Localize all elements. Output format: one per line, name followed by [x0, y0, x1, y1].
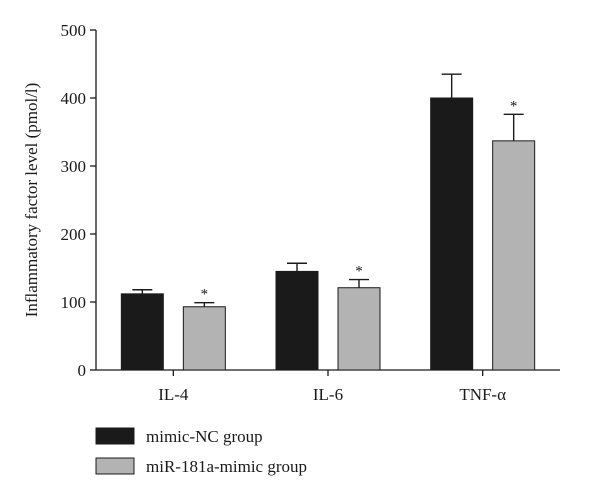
x-tick-label: TNF-α [459, 385, 506, 404]
legend-label: miR-181a-mimic group [146, 457, 307, 476]
legend-label: mimic-NC group [146, 427, 263, 446]
legend: mimic-NC group miR-181a-mimic group [95, 427, 307, 476]
significance-marker: * [510, 98, 518, 114]
x-axis: IL-4 IL-6 TNF-α [96, 369, 560, 404]
x-tick-label: IL-4 [158, 385, 189, 404]
bar [492, 140, 536, 371]
bar [120, 293, 164, 371]
bars: * * * [120, 73, 536, 371]
y-tick-label: 500 [61, 21, 87, 40]
legend-swatch [95, 457, 135, 475]
y-tick-label: 0 [78, 361, 87, 380]
bar [182, 306, 226, 371]
bar [275, 270, 319, 371]
legend-swatch [95, 427, 135, 445]
y-tick-label: 200 [61, 225, 87, 244]
y-axis-title: Inflammatory factor level (pmol/l) [22, 83, 41, 318]
bar [337, 287, 381, 371]
y-tick-label: 300 [61, 157, 87, 176]
x-tick-label: IL-6 [313, 385, 343, 404]
y-axis: 0 100 200 300 400 500 [61, 21, 97, 380]
significance-marker: * [201, 287, 209, 303]
y-tick-label: 100 [61, 293, 87, 312]
bar [430, 97, 474, 371]
significance-marker: * [355, 264, 363, 280]
y-tick-label: 400 [61, 89, 87, 108]
